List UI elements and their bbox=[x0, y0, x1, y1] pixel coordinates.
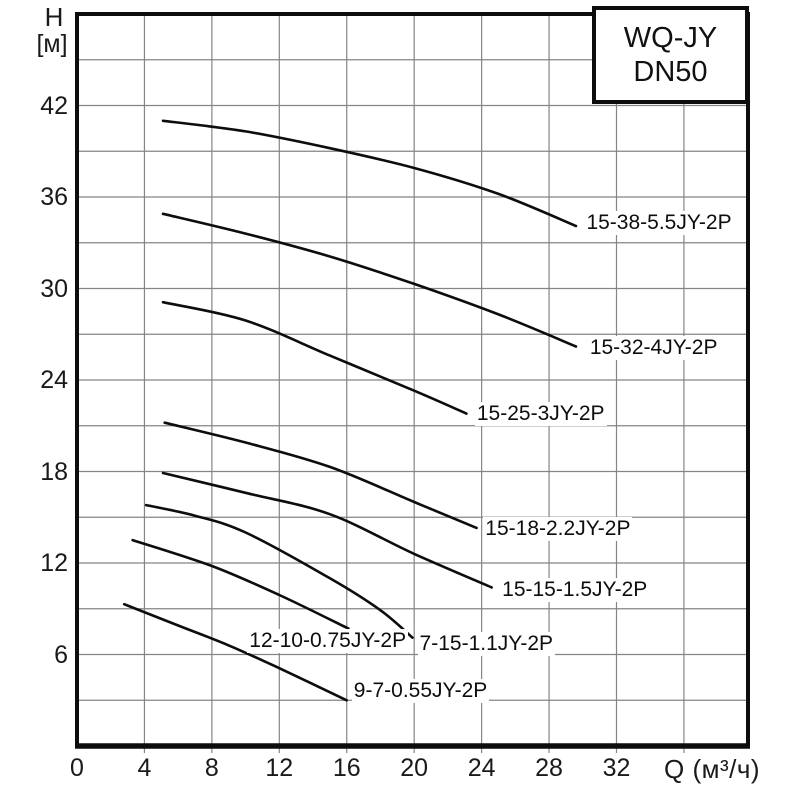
y-tick-label: 18 bbox=[40, 457, 68, 486]
curve-label: 15-25-3JY-2P bbox=[474, 401, 607, 426]
curve-label: 15-38-5.5JY-2P bbox=[584, 210, 734, 235]
y-axis-unit: [м] bbox=[36, 30, 68, 58]
y-tick-label: 24 bbox=[40, 366, 68, 394]
pump-curve bbox=[122, 602, 348, 702]
title-line-1: WQ-JY bbox=[623, 22, 718, 54]
x-tick-label: 12 bbox=[265, 754, 294, 782]
pump-curve bbox=[144, 503, 414, 639]
curve-label: 15-18-2.2JY-2P bbox=[483, 517, 633, 542]
pump-curve bbox=[161, 471, 493, 589]
x-tick-label: 0 bbox=[70, 754, 84, 782]
title-line-2: DN50 bbox=[633, 56, 708, 88]
x-axis-unit-label: Q (м³/ч) bbox=[664, 754, 761, 784]
pump-curve bbox=[131, 538, 350, 630]
pump-curve bbox=[161, 119, 578, 228]
pump-curve bbox=[161, 212, 578, 348]
x-tick-label: 16 bbox=[332, 754, 361, 782]
y-tick-label: 12 bbox=[40, 549, 68, 577]
y-tick-label: 6 bbox=[54, 640, 68, 669]
pump-curve bbox=[161, 300, 468, 415]
curve-label: 12-10-0.75JY-2P bbox=[247, 628, 409, 653]
curve-label: 9-7-0.55JY-2P bbox=[351, 679, 490, 704]
pump-curve bbox=[163, 421, 478, 530]
curve-label: 15-32-4JY-2P bbox=[587, 335, 720, 360]
x-tick-label: 20 bbox=[400, 754, 429, 782]
curve-label: 7-15-1.1JY-2P bbox=[417, 631, 556, 656]
y-tick-label: 42 bbox=[40, 91, 68, 120]
x-tick-label: 4 bbox=[137, 754, 152, 782]
curve-label: 15-15-1.5JY-2P bbox=[500, 578, 650, 603]
series-title-box: WQ-JY DN50 bbox=[592, 6, 749, 104]
x-tick-label: 28 bbox=[535, 754, 563, 782]
x-tick-label: 32 bbox=[602, 754, 631, 782]
x-tick-label: 8 bbox=[204, 754, 219, 782]
y-tick-label: 36 bbox=[40, 183, 68, 211]
y-axis-symbol: H bbox=[44, 2, 64, 32]
x-tick-label: 24 bbox=[467, 754, 496, 782]
y-tick-label: 30 bbox=[40, 274, 68, 303]
